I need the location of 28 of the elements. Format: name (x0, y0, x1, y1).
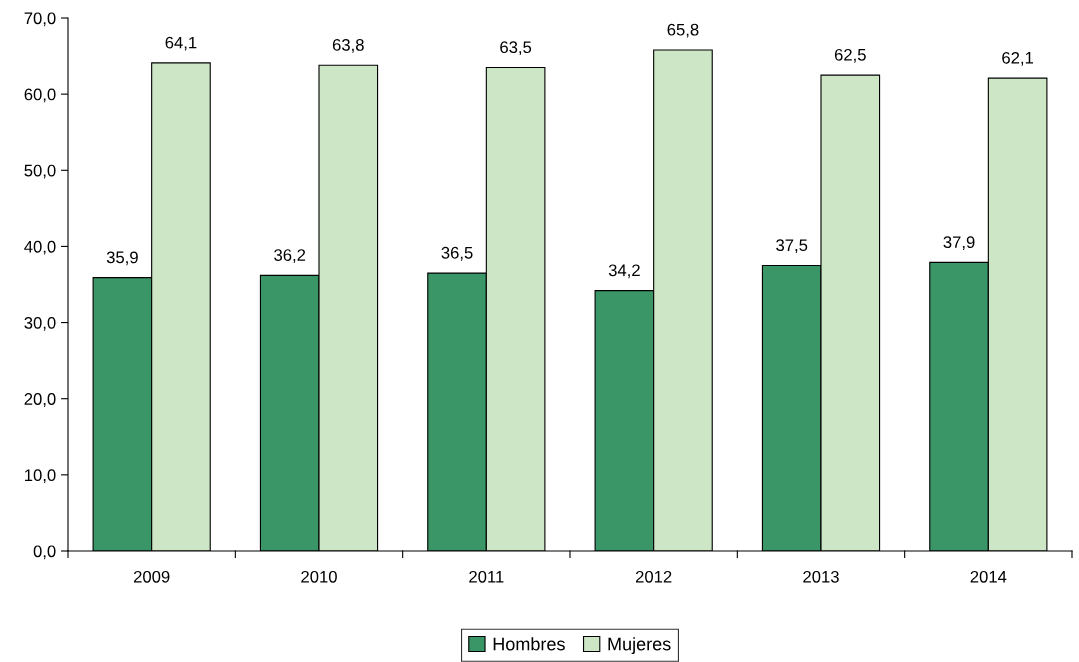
x-tick-label: 2013 (803, 570, 839, 583)
x-tick-label: 2012 (635, 570, 672, 583)
data-label: 34,2 (608, 264, 640, 279)
data-label: 37,5 (776, 239, 808, 254)
y-tick-label: 40,0 (24, 240, 56, 255)
data-label: 65,8 (667, 23, 699, 38)
y-tick-label: 0,0 (33, 545, 56, 560)
data-label: 62,1 (1002, 51, 1034, 66)
y-tick-label: 20,0 (24, 393, 56, 407)
y-tick-label: 10,0 (25, 469, 56, 484)
data-label: 35,9 (106, 251, 138, 266)
x-tick-label: 2011 (469, 570, 504, 583)
y-tick-label: 60,0 (24, 88, 56, 103)
data-label: 36,5 (441, 246, 473, 261)
y-tick-label: 70,0 (24, 12, 56, 27)
x-tick-label: 2014 (970, 570, 1007, 583)
y-tick-label: 50,0 (24, 164, 56, 179)
data-label: 63,5 (500, 41, 532, 56)
data-label: 62,5 (834, 48, 866, 63)
legend-label: Mujeres (608, 637, 671, 655)
x-tick-label: 2010 (301, 570, 337, 583)
data-label: 64,1 (165, 36, 197, 51)
data-label: 63,8 (332, 39, 364, 53)
y-tick-label: 30,0 (24, 316, 56, 331)
data-label: 37,9 (943, 236, 975, 250)
data-label: 36,2 (274, 249, 306, 263)
x-tick-label: 2009 (133, 570, 170, 583)
legend-label: Hombres (493, 637, 565, 651)
